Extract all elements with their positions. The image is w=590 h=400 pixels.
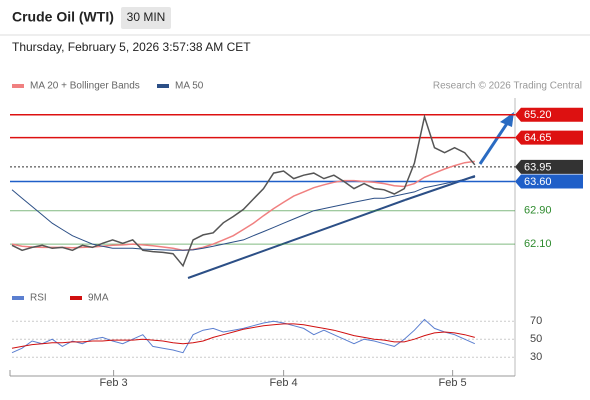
timeframe[interactable]: 30 MIN [127, 10, 166, 24]
level-label: 62.10 [524, 238, 552, 250]
x-tick-label: Feb 3 [100, 377, 128, 389]
x-tick-label: Feb 5 [439, 377, 467, 389]
level-label: 64.65 [524, 132, 552, 144]
legend-swatch [157, 84, 169, 88]
chart-title: Crude Oil (WTI) [12, 9, 114, 25]
series-line [11, 318, 476, 354]
legend-label: MA 50 [175, 81, 204, 92]
price-line [11, 113, 476, 268]
y-tick-label: 70 [530, 315, 542, 327]
legend-swatch [70, 296, 82, 300]
level-tag [515, 130, 583, 145]
series-line [11, 176, 475, 251]
y-tick-label: 30 [530, 351, 542, 363]
forecast-arrowhead [500, 112, 514, 127]
trendline [187, 199, 406, 279]
level-label: 62.90 [524, 205, 552, 217]
level-tag [515, 174, 583, 189]
legend-label: 9MA [88, 293, 109, 304]
legend-swatch [12, 84, 24, 88]
level-tag [515, 159, 583, 174]
forecast-arrow [478, 121, 510, 165]
legend-swatch [12, 296, 24, 300]
level-tag [515, 107, 583, 122]
level-label: 63.60 [524, 176, 552, 188]
timeframe-box[interactable] [121, 7, 171, 29]
level-label: 63.95 [524, 161, 552, 173]
y-tick-label: 50 [530, 333, 542, 345]
subtitle: Thursday, February 5, 2026 3:57:38 AM CE… [12, 40, 251, 54]
x-tick-label: Feb 4 [270, 377, 298, 389]
credit: Research © 2026 Trading Central [433, 81, 582, 92]
legend-label: MA 20 + Bollinger Bands [30, 81, 140, 92]
series-line [11, 323, 475, 349]
level-label: 65.20 [524, 109, 552, 121]
legend-label: RSI [30, 293, 47, 304]
